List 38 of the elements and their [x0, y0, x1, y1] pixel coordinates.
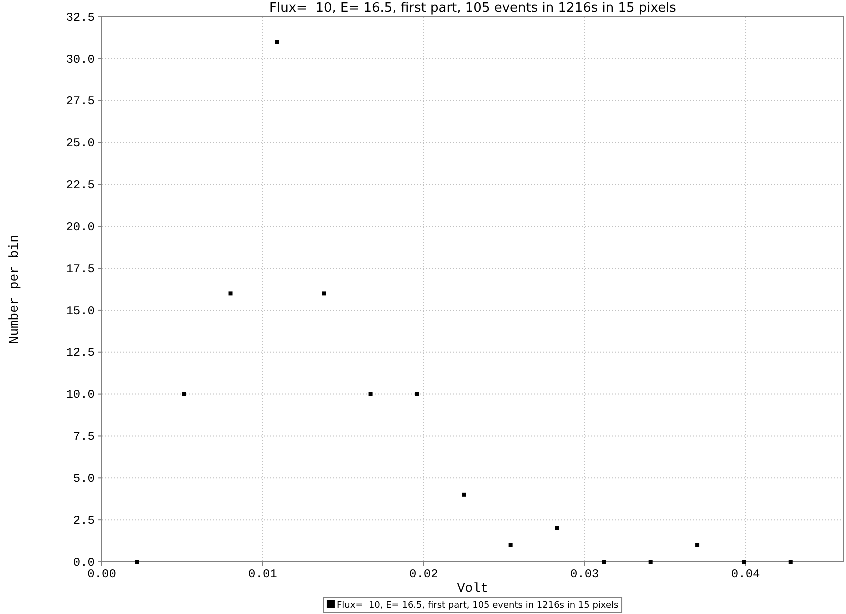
point — [742, 560, 746, 564]
y-tick-label: 5.0 — [73, 472, 95, 486]
point — [135, 560, 140, 564]
y-tick-label: 12.5 — [66, 346, 95, 360]
y-tick-label: 32.5 — [66, 10, 95, 25]
y-tick-label: 25.0 — [66, 136, 95, 151]
x-axis-title: Volt — [457, 581, 489, 596]
y-tick-label: 7.5 — [73, 430, 95, 444]
y-tick-label: 22.5 — [66, 178, 95, 193]
y-tick-label: 17.5 — [66, 262, 95, 276]
y-tick-label: 10.0 — [66, 388, 95, 402]
y-tick-label: 0.0 — [73, 556, 95, 570]
point — [415, 392, 420, 396]
point — [788, 560, 793, 564]
point — [556, 526, 560, 530]
point — [368, 392, 373, 396]
x-tick-label: 0.02 — [410, 568, 438, 582]
y-tick-label: 30.0 — [66, 52, 95, 67]
x-tick-label: 0.00 — [88, 568, 116, 582]
point — [462, 492, 466, 497]
y-tick-label: 27.5 — [66, 94, 95, 109]
y-tick-label: 2.5 — [73, 514, 95, 528]
point — [182, 392, 186, 396]
point — [696, 543, 700, 548]
x-tick-label: 0.04 — [731, 568, 760, 582]
y-axis-title: Number per bin — [7, 234, 22, 344]
chart-title: Flux= 10, E= 16.5, first part, 105 events in 1216s in 15 pixels — [270, 1, 677, 16]
legend-label: Flux= 10, E= 16.5, first part, 105 events in 1216s in 15 pixels — [336, 601, 620, 611]
x-tick-label: 0.03 — [570, 568, 600, 582]
point — [275, 40, 280, 44]
point — [322, 292, 326, 296]
y-tick-label: 15.0 — [66, 304, 95, 318]
y-tick-label: 20.0 — [66, 220, 95, 234]
point — [602, 560, 606, 564]
point — [228, 292, 233, 296]
point — [508, 543, 513, 548]
point — [648, 560, 653, 564]
x-tick-label: 0.01 — [248, 568, 278, 582]
